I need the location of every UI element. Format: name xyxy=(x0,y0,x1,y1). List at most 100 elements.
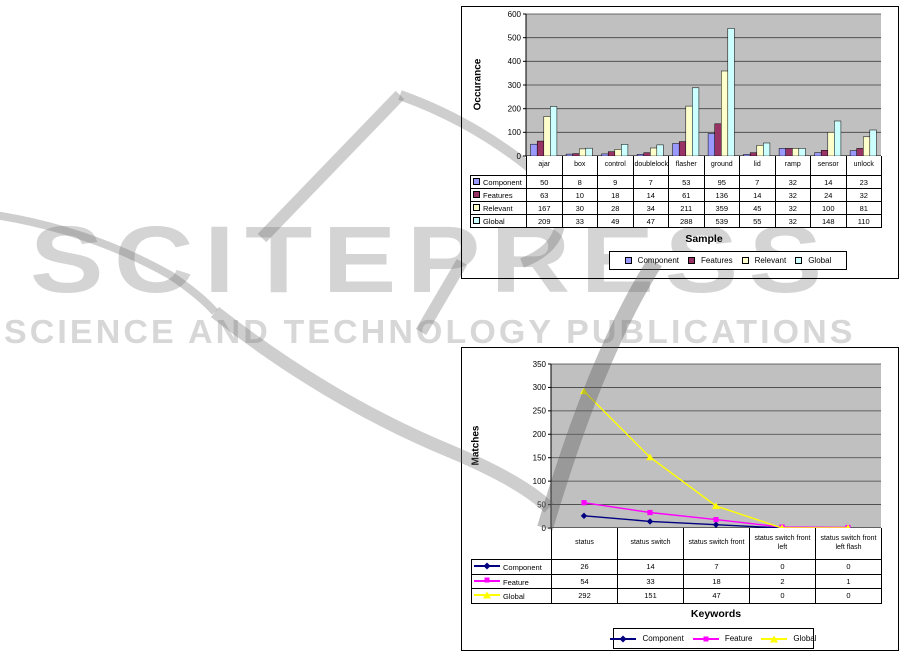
watermark-tagline-text: SCIENCE AND TECHNOLOGY PUBLICATIONS xyxy=(4,313,856,350)
category-label: lid xyxy=(739,156,776,176)
bar-features xyxy=(678,141,687,157)
bar-global xyxy=(692,87,700,157)
y-tick-label: 300 xyxy=(508,81,522,90)
table-value-cell: 54 xyxy=(551,573,618,589)
square-marker xyxy=(647,509,653,516)
series-name: Global xyxy=(483,216,505,226)
bar-relevant xyxy=(614,149,622,157)
series-row-header: Component xyxy=(471,559,552,575)
table-value-cell: 49 xyxy=(597,214,634,228)
bar-global xyxy=(869,129,877,157)
series-color-swatch-icon xyxy=(741,257,749,264)
table-value-cell: 0 xyxy=(815,588,882,604)
series-line-marker-icon xyxy=(692,634,719,643)
table-value-cell: 81 xyxy=(845,201,882,215)
y-tick-label: 100 xyxy=(533,477,547,486)
series-name: Component xyxy=(503,563,542,573)
table-value-cell: 32 xyxy=(774,188,811,202)
bar-features xyxy=(714,123,722,157)
table-value-cell: 110 xyxy=(845,214,882,228)
table-value-cell: 0 xyxy=(749,588,816,604)
legend-item: Component xyxy=(624,256,679,265)
table-value-cell: 23 xyxy=(845,175,882,189)
table-value-cell: 26 xyxy=(551,559,618,575)
bar-relevant xyxy=(792,148,800,157)
bar-chart-legend: Component Features Relevant Global xyxy=(609,251,847,270)
series-row-header: Feature xyxy=(471,573,552,589)
bar-component xyxy=(530,143,538,157)
table-value-cell: 7 xyxy=(632,175,669,189)
table-value-cell: 32 xyxy=(774,214,811,228)
legend-label: Relevant xyxy=(754,256,787,265)
bar-global xyxy=(798,148,806,157)
series-name: Relevant xyxy=(483,203,513,213)
bar-relevant xyxy=(579,148,587,157)
category-label: status switch xyxy=(617,528,684,560)
table-value-cell: 0 xyxy=(815,559,882,575)
table-value-cell: 32 xyxy=(774,201,811,215)
table-value-cell: 55 xyxy=(739,214,776,228)
category-label: control xyxy=(597,156,634,176)
bar-global xyxy=(727,28,735,157)
diamond-marker xyxy=(646,518,654,525)
table-value-cell: 8 xyxy=(561,175,598,189)
table-value-cell: 95 xyxy=(703,175,740,189)
line-chart-y-axis-title: Matches xyxy=(470,425,482,466)
bar-relevant xyxy=(827,132,835,157)
series-line-marker-icon xyxy=(474,576,500,585)
bar-component xyxy=(707,133,715,157)
y-tick-label: 50 xyxy=(537,500,546,509)
bar-features xyxy=(856,148,864,157)
triangle-marker xyxy=(712,502,720,509)
series-color-swatch-icon xyxy=(473,203,480,211)
table-value-cell: 167 xyxy=(526,201,563,215)
table-value-cell: 24 xyxy=(810,188,847,202)
chart-data-table: status status switch status switch front st… xyxy=(471,528,882,604)
series-line-marker-icon xyxy=(761,634,788,643)
series-name: Features xyxy=(483,190,513,200)
table-value-cell: 539 xyxy=(703,214,740,228)
square-marker xyxy=(713,516,719,523)
square-marker xyxy=(581,500,587,506)
series-name: Global xyxy=(503,592,525,602)
legend-label: Features xyxy=(701,256,733,265)
table-value-cell: 14 xyxy=(810,175,847,189)
series-color-swatch-icon xyxy=(688,257,696,264)
category-label: box xyxy=(561,156,598,176)
series-name: Component xyxy=(483,177,522,187)
series-line-marker-icon xyxy=(474,561,500,570)
triangle-marker xyxy=(646,453,654,461)
bar-chart-x-axis-title: Sample xyxy=(685,233,723,245)
series-color-swatch-icon xyxy=(473,190,480,198)
line-chart-legend: Component Feature Global xyxy=(610,628,817,649)
table-value-cell: 30 xyxy=(561,201,598,215)
table-value-cell: 32 xyxy=(845,188,882,202)
bar-relevant xyxy=(721,70,729,157)
category-label: status switch front left xyxy=(749,528,816,560)
series-color-swatch-icon xyxy=(473,177,480,185)
table-value-cell: 14 xyxy=(617,559,684,575)
table-value-cell: 9 xyxy=(597,175,634,189)
table-value-cell: 47 xyxy=(683,588,750,604)
bar-features xyxy=(785,148,793,157)
legend-item: Feature xyxy=(692,634,752,643)
y-tick-label: 200 xyxy=(508,104,522,113)
bar-relevant xyxy=(650,147,658,157)
table-value-cell: 18 xyxy=(683,573,750,589)
y-tick-label: 0 xyxy=(517,152,522,161)
diamond-marker xyxy=(580,512,588,520)
triangle-marker xyxy=(580,387,588,395)
table-value-cell: 2 xyxy=(749,573,816,589)
table-value-cell: 33 xyxy=(617,573,684,589)
series-line-marker-icon xyxy=(610,634,637,643)
bar-relevant xyxy=(863,136,871,157)
plot-area xyxy=(551,364,881,528)
category-label: sensor xyxy=(810,156,847,176)
legend-label: Global xyxy=(808,256,832,265)
table-value-cell: 53 xyxy=(668,175,705,189)
table-value-cell: 50 xyxy=(526,175,563,189)
line-chart-plot: 0 50 100 150 200 250 300 350 xyxy=(533,360,881,559)
bar-relevant xyxy=(685,105,693,157)
category-label: ajar xyxy=(526,156,563,176)
bar-relevant xyxy=(543,116,551,157)
